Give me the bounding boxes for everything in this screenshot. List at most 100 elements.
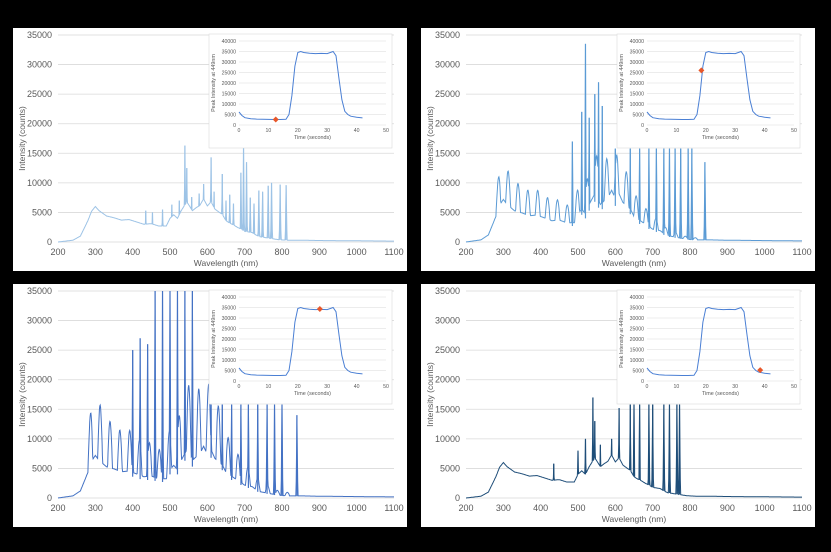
inset-x-tick-label: 20 xyxy=(703,128,709,134)
y-tick-label: 20000 xyxy=(435,375,460,385)
inset-x-tick-label: 30 xyxy=(732,128,738,134)
x-tick-label: 700 xyxy=(645,247,660,257)
inset-y-tick-label: 30000 xyxy=(630,316,645,322)
inset-x-tick-label: 0 xyxy=(646,128,649,134)
inset-y-tick-label: 25000 xyxy=(222,326,237,332)
inset-x-tick-label: 40 xyxy=(762,384,768,390)
y-tick-label: 5000 xyxy=(440,207,460,217)
x-tick-label: 800 xyxy=(682,503,697,513)
y-tick-label: 15000 xyxy=(435,148,460,158)
inset-x-tick-label: 40 xyxy=(354,384,360,390)
inset-x-tick-label: 30 xyxy=(324,128,330,134)
x-axis-title: Wavelength (nm) xyxy=(194,258,259,268)
x-tick-label: 700 xyxy=(237,503,252,513)
inset-y-tick-label: 0 xyxy=(641,123,644,129)
y-axis-title: Intensity (counts) xyxy=(425,362,435,427)
spectrum-line xyxy=(57,290,394,499)
y-tick-label: 30000 xyxy=(435,60,460,70)
inset-time-marker xyxy=(698,67,705,74)
x-tick-label: 600 xyxy=(200,247,215,257)
x-tick-label: 600 xyxy=(608,503,623,513)
x-tick-label: 600 xyxy=(608,247,623,257)
chart-panel-1: 0 5000 10000 15000 20000 25000 30000 35000 200 30… xyxy=(13,28,407,271)
x-tick-label: 400 xyxy=(125,503,140,513)
inset-y-tick-label: 0 xyxy=(233,379,236,385)
inset-y-tick-label: 5000 xyxy=(632,368,644,374)
x-tick-label: 900 xyxy=(720,247,735,257)
inset-y-axis-title: Peak Intensity at 449nm xyxy=(619,310,625,368)
x-tick-label: 300 xyxy=(88,503,103,513)
y-tick-label: 35000 xyxy=(435,30,460,40)
inset-y-axis-title: Peak Intensity at 449nm xyxy=(211,310,217,368)
inset-y-tick-label: 20000 xyxy=(630,81,645,87)
inset-x-tick-label: 50 xyxy=(791,128,797,134)
x-axis-title: Wavelength (nm) xyxy=(194,514,259,524)
inset-time-marker xyxy=(272,116,279,123)
x-tick-label: 1100 xyxy=(384,247,403,257)
y-tick-label: 5000 xyxy=(32,463,52,473)
inset-y-tick-label: 5000 xyxy=(224,368,236,374)
y-tick-label: 15000 xyxy=(27,404,52,414)
y-axis-title: Intensity (counts) xyxy=(17,362,27,427)
y-tick-label: 0 xyxy=(455,493,460,503)
y-axis-title: Intensity (counts) xyxy=(425,106,435,171)
inset-time-marker xyxy=(757,367,764,374)
x-tick-label: 200 xyxy=(50,503,65,513)
inset-y-tick-label: 35000 xyxy=(630,49,645,55)
inset-x-tick-label: 50 xyxy=(791,384,797,390)
x-tick-label: 800 xyxy=(274,503,289,513)
inset-intensity-line xyxy=(238,50,363,120)
y-tick-label: 0 xyxy=(47,237,52,247)
y-tick-label: 10000 xyxy=(27,178,52,188)
inset-x-tick-label: 20 xyxy=(703,384,709,390)
x-tick-label: 700 xyxy=(645,503,660,513)
spectrum-line xyxy=(465,43,802,243)
inset-y-tick-label: 15000 xyxy=(630,91,645,97)
x-tick-label: 1000 xyxy=(755,247,775,257)
y-tick-label: 30000 xyxy=(27,60,52,70)
inset-background xyxy=(208,33,393,149)
y-tick-label: 20000 xyxy=(27,375,52,385)
y-tick-label: 30000 xyxy=(27,316,52,326)
inset-y-tick-label: 40000 xyxy=(222,295,237,301)
x-tick-label: 400 xyxy=(533,503,548,513)
y-axis-title: Intensity (counts) xyxy=(17,106,27,171)
inset-y-tick-label: 15000 xyxy=(630,347,645,353)
x-tick-label: 1100 xyxy=(792,247,811,257)
y-tick-label: 10000 xyxy=(27,434,52,444)
inset-y-tick-label: 10000 xyxy=(222,358,237,364)
x-tick-label: 300 xyxy=(496,503,511,513)
y-tick-label: 30000 xyxy=(435,316,460,326)
chart-panel-3: 0 5000 10000 15000 20000 25000 30000 35000 200 30… xyxy=(13,284,407,527)
inset-x-axis-title: Time (seconds) xyxy=(702,391,739,397)
inset-y-tick-label: 10000 xyxy=(222,102,237,108)
x-tick-label: 1000 xyxy=(347,247,367,257)
x-tick-label: 300 xyxy=(88,247,103,257)
inset-x-tick-label: 30 xyxy=(324,384,330,390)
y-tick-label: 35000 xyxy=(435,286,460,296)
inset-x-tick-label: 10 xyxy=(266,128,272,134)
x-tick-label: 600 xyxy=(200,503,215,513)
x-tick-label: 900 xyxy=(720,503,735,513)
inset-x-tick-label: 10 xyxy=(266,384,272,390)
y-tick-label: 5000 xyxy=(440,463,460,473)
inset-y-axis-title: Peak Intensity at 449nm xyxy=(619,54,625,112)
x-tick-label: 800 xyxy=(682,247,697,257)
inset-y-tick-label: 20000 xyxy=(222,337,237,343)
y-tick-label: 20000 xyxy=(435,119,460,129)
inset-x-tick-label: 10 xyxy=(674,128,680,134)
x-tick-label: 500 xyxy=(162,503,177,513)
y-tick-label: 10000 xyxy=(435,434,460,444)
inset-x-tick-label: 50 xyxy=(383,384,389,390)
inset-x-axis-title: Time (seconds) xyxy=(702,135,739,141)
chart-panel-4: 0 5000 10000 15000 20000 25000 30000 35000 200 30… xyxy=(421,284,815,527)
y-tick-label: 5000 xyxy=(32,207,52,217)
y-tick-label: 25000 xyxy=(27,89,52,99)
inset-intensity-line xyxy=(646,306,771,376)
inset-y-tick-label: 30000 xyxy=(222,60,237,66)
x-tick-label: 1000 xyxy=(347,503,367,513)
